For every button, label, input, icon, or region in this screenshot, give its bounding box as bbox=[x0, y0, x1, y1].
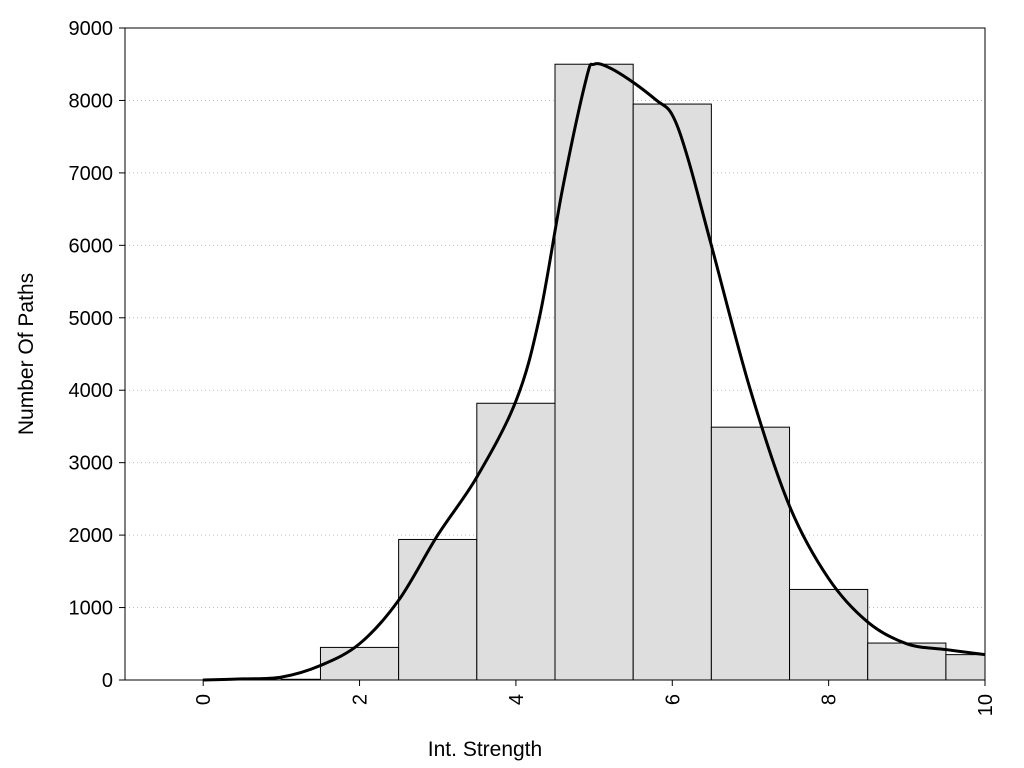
histogram-bar bbox=[398, 538, 478, 681]
y-tick-label: 7000 bbox=[69, 163, 114, 185]
y-tick-label: 1000 bbox=[69, 598, 114, 620]
x-tick-label: 8 bbox=[819, 694, 841, 705]
x-tick-label: 4 bbox=[506, 694, 528, 705]
y-tick-label: 9000 bbox=[69, 18, 114, 40]
y-tick-label: 4000 bbox=[69, 380, 114, 402]
x-axis-ticks: 0 2 4 6 8 10 bbox=[193, 680, 997, 716]
y-tick-label: 8000 bbox=[69, 90, 114, 112]
x-tick-label: 6 bbox=[662, 694, 684, 705]
y-tick-label: 5000 bbox=[69, 308, 114, 330]
y-axis-title: Number Of Paths bbox=[15, 273, 38, 435]
histogram-bar bbox=[789, 588, 869, 681]
histogram-bar bbox=[476, 402, 556, 681]
y-tick-label: 2000 bbox=[69, 525, 114, 547]
x-tick-label: 2 bbox=[350, 694, 372, 705]
histogram-bar bbox=[319, 646, 400, 681]
density-curve-layer bbox=[203, 62, 986, 682]
histogram-bar bbox=[945, 654, 986, 681]
y-tick-label: 0 bbox=[102, 670, 113, 692]
y-tick-label: 6000 bbox=[69, 235, 114, 257]
histogram-bar bbox=[554, 63, 634, 681]
histogram-bars bbox=[202, 63, 986, 681]
x-tick-label: 10 bbox=[975, 694, 997, 716]
density-curve bbox=[203, 62, 986, 682]
x-tick-label: 0 bbox=[193, 694, 215, 705]
histogram-bar bbox=[710, 426, 791, 681]
y-axis-ticks: 0 1000 2000 3000 4000 5000 6000 7000 8000 9000 bbox=[69, 18, 125, 692]
plot-frame bbox=[124, 27, 986, 681]
y-tick-label: 3000 bbox=[69, 453, 114, 475]
x-axis-title: Int. Strength bbox=[428, 738, 542, 761]
histogram-bar bbox=[632, 103, 712, 681]
